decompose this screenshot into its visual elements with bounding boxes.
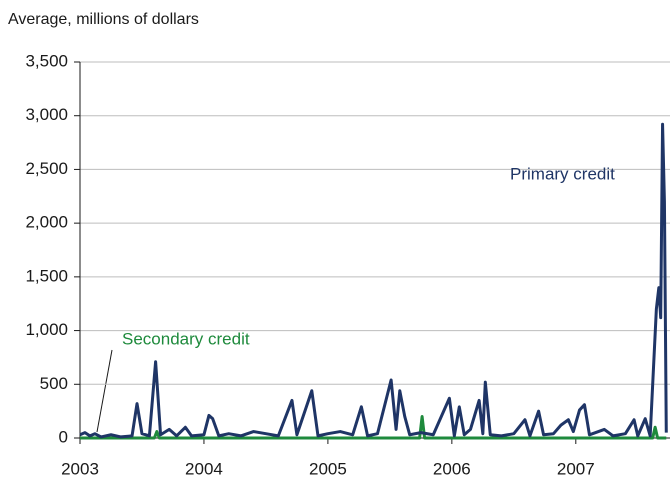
series-line: [80, 415, 667, 440]
series-label: Secondary credit: [122, 329, 250, 348]
y-tick-label: 3,500: [25, 51, 68, 70]
y-tick-label: 3,000: [25, 105, 68, 124]
x-tick-label: 2005: [309, 459, 347, 478]
x-tick-label: 2004: [185, 459, 223, 478]
y-tick-label: 500: [40, 374, 68, 393]
y-tick-label: 1,500: [25, 266, 68, 285]
x-tick-label: 2003: [61, 459, 99, 478]
series-line: [79, 122, 668, 439]
x-tick-label: 2006: [433, 459, 471, 478]
y-tick-label: 2,500: [25, 159, 68, 178]
y-tick-label: 1,000: [25, 320, 68, 339]
chart-subtitle: Average, millions of dollars: [8, 11, 199, 28]
leader-line: [96, 349, 113, 433]
y-tick-label: 2,000: [25, 213, 68, 232]
series-label: Primary credit: [510, 164, 615, 183]
x-tick-label: 2007: [557, 459, 595, 478]
y-tick-label: 0: [59, 427, 68, 446]
